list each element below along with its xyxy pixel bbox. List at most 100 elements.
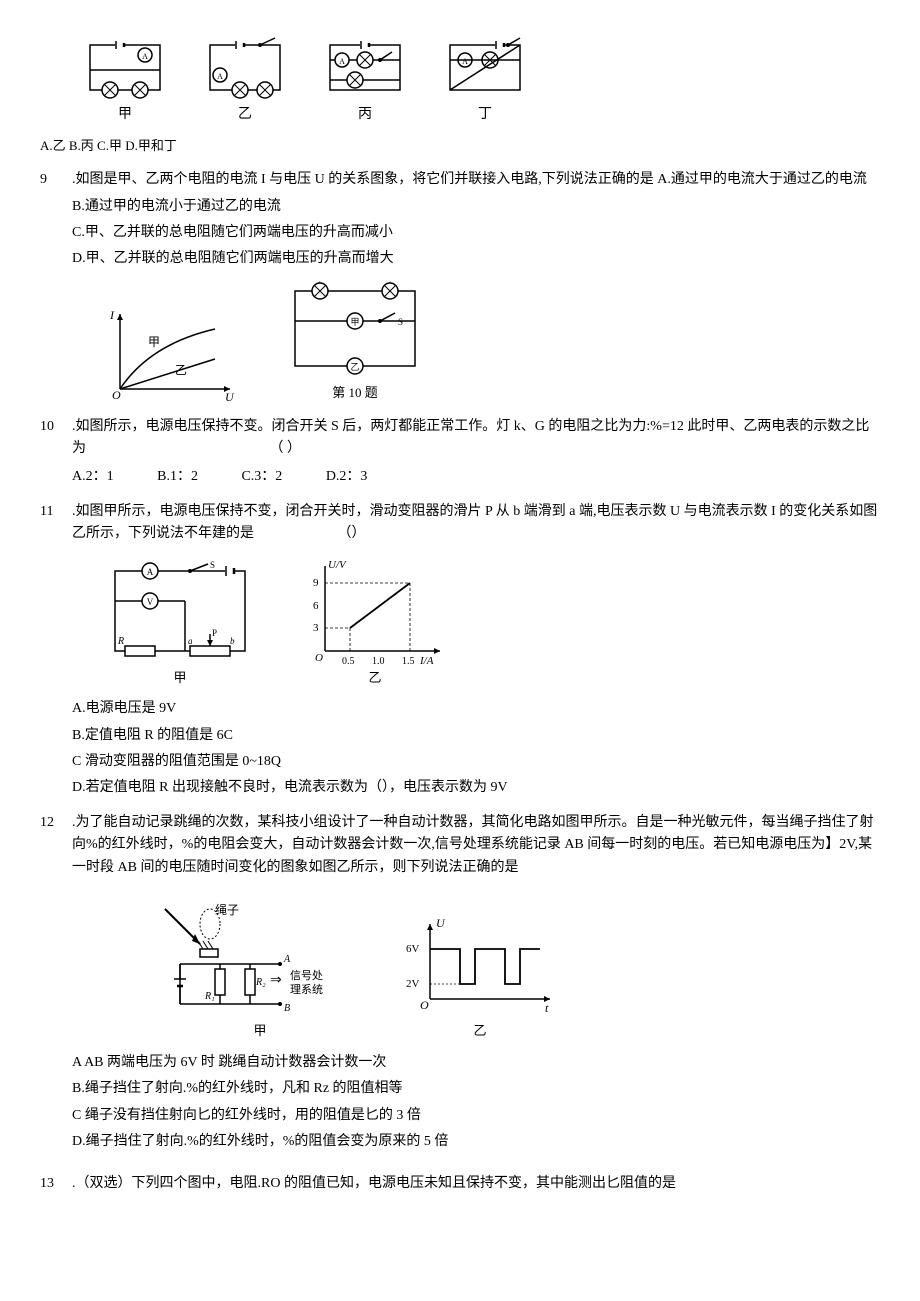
circuit-label: 甲 [118,104,132,126]
svg-text:b: b [230,636,235,646]
svg-text:O: O [315,652,323,664]
q12-optC: C 绳子没有挡住射向匕的红外线时，用的阻值是匕的 3 倍 [72,1105,880,1127]
q-stem: .如图所示，电源电压保持不变。闭合开关 S 后，两灯都能正常工作。灯 k、G 的… [72,416,880,461]
fig-caption: 乙 [368,668,381,689]
circuit-label: 乙 [238,104,252,126]
q10-options: A.2：1 B.1：2 C.3：2 D.2：3 [72,466,880,488]
q10-circuit-svg: L₁ L₂ 甲 S 乙 [280,281,430,381]
fig-caption: 第 10 题 [332,383,378,404]
q12-circuit: 绳子 R₁ R₂ A B ⇒ 信号处 理系统 [160,889,360,1042]
svg-text:3: 3 [313,622,319,634]
svg-text:A: A [142,52,148,61]
svg-text:A: A [217,72,223,81]
svg-text:I: I [109,308,115,322]
opt-d: D.2：3 [326,469,368,484]
q12-graph-svg: U t O 6V 2V [400,909,560,1019]
svg-text:⇒: ⇒ [270,973,282,988]
stem-text: .如图所示，电源电压保持不变。闭合开关 S 后，两灯都能正常工作。灯 k、G 的… [72,419,869,456]
blank-paren: （） [338,526,366,541]
q8-circuits: A 甲 A 乙 [80,30,880,126]
fig-caption: 甲 [173,668,186,689]
q-number: 12 [40,812,72,834]
q-stem: .如图是甲、乙两个电阻的电流 I 与电压 U 的关系图象，将它们并联接入电路,下… [72,169,880,191]
svg-text:2V: 2V [406,978,420,990]
svg-text:信号处: 信号处 [290,969,323,982]
opt-b: B.1：2 [157,469,198,484]
svg-text:A: A [283,954,291,965]
circuit-jia-svg: A [80,30,170,100]
iv-graph-svg: I U O 甲 乙 [100,304,240,404]
circuit-yi: A 乙 [200,30,290,126]
svg-text:U: U [436,916,446,930]
q11-circuit-svg: A S V R P a b [100,556,260,666]
circuit-jia: A 甲 [80,30,170,126]
q12: 12 .为了能自动记录跳绳的次数，某科技小组设计了一种自动计数器，其简化电路如图… [40,812,880,879]
svg-text:R: R [117,636,124,647]
q-stem: .为了能自动记录跳绳的次数，某科技小组设计了一种自动计数器，其简化电路如图甲所示… [72,812,880,879]
iv-graph: I U O 甲 乙 [100,304,240,404]
q-number: 13 [40,1173,72,1195]
q12-optD: D.绳子挡住了射向.%的红外线时，%的阻值会变为原来的 5 倍 [72,1131,880,1153]
svg-text:I/A: I/A [419,655,434,666]
svg-text:P: P [212,628,217,638]
q12-circuit-svg: 绳子 R₁ R₂ A B ⇒ 信号处 理系统 [160,889,360,1019]
svg-text:1.5: 1.5 [402,656,415,666]
fig-caption: 乙 [473,1021,486,1042]
svg-text:L₂: L₂ [382,281,392,284]
circuit-ding: A 丁 [440,30,530,126]
q-number: 11 [40,501,72,523]
q12-figures: 绳子 R₁ R₂ A B ⇒ 信号处 理系统 [160,889,880,1042]
circuit-bing-svg: A [320,30,410,100]
svg-text:O: O [420,998,429,1012]
q12-graph: U t O 6V 2V 乙 [400,909,560,1042]
svg-text:O: O [112,388,121,402]
svg-text:S: S [210,560,215,570]
svg-text:甲: 甲 [148,335,160,349]
q-stem: .（双选）下列四个图中，电阻.RO 的阻值已知，电源电压未知且保持不变，其中能测… [72,1173,880,1195]
svg-text:U/V: U/V [328,559,347,571]
opt-c: C.3：2 [241,469,282,484]
svg-text:0.5: 0.5 [342,656,355,666]
circuit-label: 丁 [478,104,492,126]
svg-text:A: A [462,57,468,66]
q11-optD: D.若定值电阻 R 出现接触不良时，电流表示数为（），电压表示数为 9V [72,777,880,799]
q11: 11 .如图甲所示，电源电压保持不变，闭合开关时，滑动变阻器的滑片 P 从 b … [40,501,880,546]
q11-figures: A S V R P a b 甲 U/V I/A [100,556,880,689]
svg-text:B: B [284,1003,290,1014]
svg-text:1.0: 1.0 [372,656,385,666]
svg-text:S: S [398,317,403,327]
q9-optD: D.甲、乙并联的总电阻随它们两端电压的升高而增大 [72,248,880,270]
circuit-bing: A 丙 [320,30,410,126]
opt-a: A.2：1 [72,469,114,484]
stem-text: .如图甲所示，电源电压保持不变，闭合开关时，滑动变阻器的滑片 P 从 b 端滑到… [72,504,877,541]
svg-text:L₁: L₁ [312,281,322,284]
q9-figures: I U O 甲 乙 L₁ L₂ 甲 S 乙 第 [100,281,880,404]
q9: 9 .如图是甲、乙两个电阻的电流 I 与电压 U 的关系图象，将它们并联接入电路… [40,169,880,191]
q8-options: A.乙 B.丙 C.甲 D.甲和丁 [40,136,880,157]
svg-text:乙: 乙 [175,363,187,377]
svg-text:甲: 甲 [350,317,359,327]
svg-text:9: 9 [313,577,319,589]
svg-text:R₂: R₂ [255,977,266,988]
q10: 10 .如图所示，电源电压保持不变。闭合开关 S 后，两灯都能正常工作。灯 k、… [40,416,880,461]
svg-text:a: a [188,636,193,646]
svg-text:V: V [147,597,154,607]
svg-text:A: A [339,57,345,66]
svg-text:理系统: 理系统 [290,983,323,996]
svg-text:A: A [147,567,154,577]
svg-text:乙: 乙 [350,362,359,372]
svg-text:6V: 6V [406,943,420,955]
q11-graph-svg: U/V I/A O 3 6 9 0.5 1.0 1.5 [300,556,450,666]
q9-optC: C.甲、乙并联的总电阻随它们两端电压的升高而减小 [72,222,880,244]
svg-text:R₁: R₁ [204,991,215,1002]
q13: 13 .（双选）下列四个图中，电阻.RO 的阻值已知，电源电压未知且保持不变，其… [40,1173,880,1195]
circuit-label: 丙 [358,104,372,126]
svg-text:t: t [545,1001,549,1015]
q-stem: .如图甲所示，电源电压保持不变，闭合开关时，滑动变阻器的滑片 P 从 b 端滑到… [72,501,880,546]
q11-optC: C 滑动变阻器的阻值范围是 0~18Q [72,751,880,773]
circuit-yi-svg: A [200,30,290,100]
q12-optA: A AB 两端电压为 6V 时 跳绳自动计数器会计数一次 [72,1052,880,1074]
blank-paren: （ ） [270,441,302,456]
q-number: 10 [40,416,72,438]
q9-optB: B.通过甲的电流小于通过乙的电流 [72,196,880,218]
